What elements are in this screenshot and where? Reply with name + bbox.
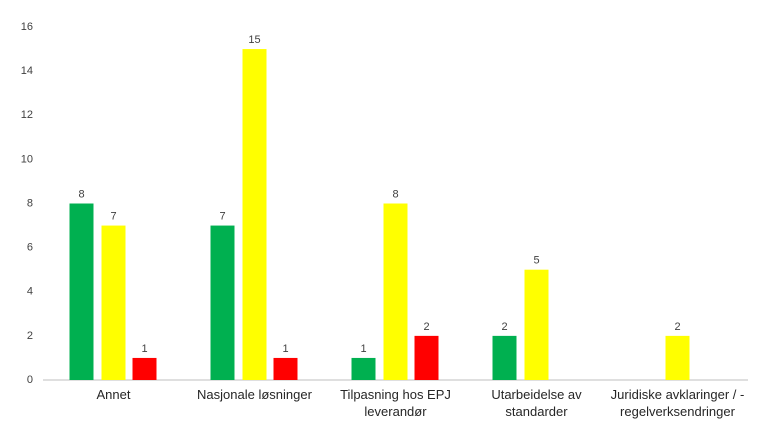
bar [242, 49, 267, 380]
bar [414, 335, 439, 380]
y-tick-label: 2 [27, 330, 33, 342]
value-label: 8 [78, 188, 84, 200]
y-tick-label: 10 [21, 153, 33, 165]
x-tick-label: Juridiske avklaringer / -regelverksendri… [610, 387, 745, 419]
value-label: 2 [674, 321, 680, 333]
y-tick-label: 12 [21, 109, 33, 121]
y-tick-label: 6 [27, 242, 33, 254]
bar [383, 203, 408, 380]
y-tick-label: 0 [27, 374, 33, 386]
value-label: 8 [392, 188, 398, 200]
bar [273, 357, 298, 380]
y-tick-label: 4 [27, 286, 33, 298]
value-label: 2 [423, 321, 429, 333]
bar [132, 357, 157, 380]
bar [69, 203, 94, 380]
x-tick-label: Annet [96, 387, 131, 402]
bar [210, 225, 235, 380]
value-label: 1 [360, 343, 366, 355]
value-label: 2 [501, 321, 507, 333]
value-label: 7 [219, 210, 225, 222]
value-label: 7 [110, 210, 116, 222]
bar [101, 225, 126, 380]
bar [524, 269, 549, 380]
value-label: 15 [248, 34, 260, 46]
value-label: 1 [141, 343, 147, 355]
x-tick-label: Tilpasning hos EPJ leverandør [340, 387, 451, 419]
value-label: 1 [282, 343, 288, 355]
value-label: 5 [533, 255, 539, 267]
y-tick-label: 8 [27, 197, 33, 209]
bar [351, 357, 376, 380]
y-tick-label: 14 [21, 65, 33, 77]
bar [665, 335, 690, 380]
x-tick-label: Nasjonale løsninger [197, 387, 312, 402]
bar [492, 335, 517, 380]
y-tick-label: 16 [21, 21, 33, 33]
x-tick-label: Utarbeidelse av standarder [491, 387, 582, 419]
